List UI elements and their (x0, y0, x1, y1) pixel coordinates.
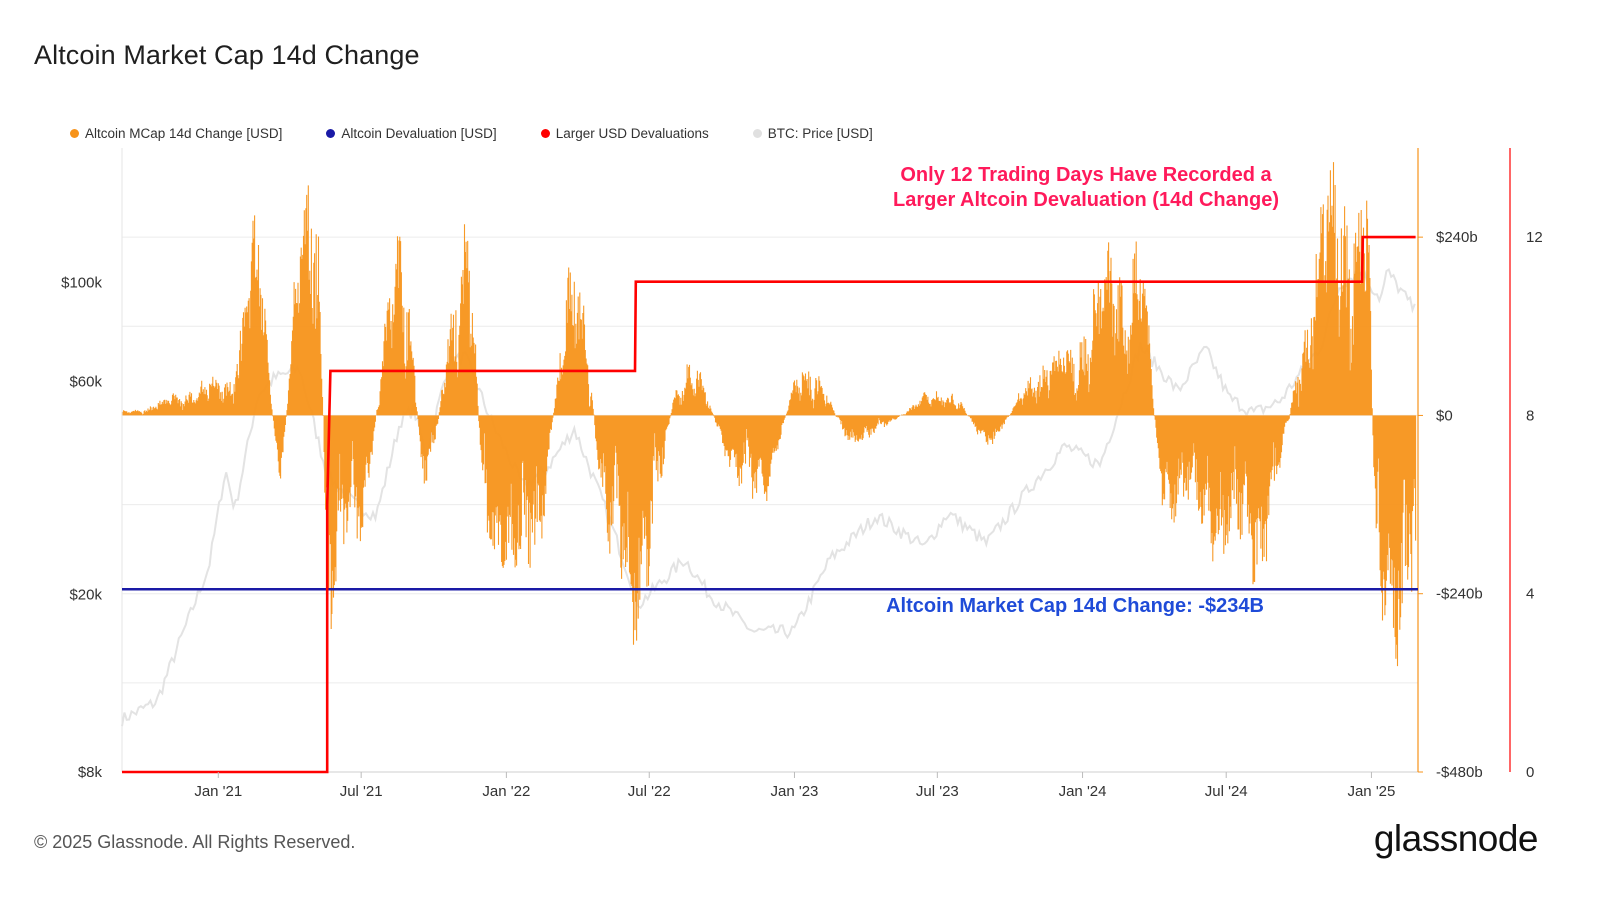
plot-frame (121, 148, 1511, 773)
right-tick-label: $0 (1436, 407, 1453, 424)
right-tick-label: $240b (1436, 229, 1478, 246)
left-tick-label: $100k (61, 274, 102, 291)
legend-dot-red (540, 129, 550, 138)
left-tick-label: $60k (69, 373, 102, 390)
x-tick-label: Jan '25 (1347, 783, 1395, 800)
mcap-change-bars (121, 162, 1417, 667)
copyright-footer: © 2025 Glassnode. All Rights Reserved. (34, 832, 356, 852)
btc-price-line (121, 267, 1416, 727)
x-tick-label: Jul '22 (628, 783, 671, 800)
mcap-change-bars-path (121, 162, 1417, 667)
legend-label: BTC: Price [USD] (767, 126, 873, 141)
axis-ticks: Jan '21 Jul '21 Jan '22 Jul '22 Jan '23 Jul '… (61, 229, 1543, 800)
x-tick-label: Jan '22 (482, 783, 530, 800)
x-tick-label: Jan '21 (194, 783, 242, 800)
x-tick-label: Jul '23 (916, 783, 959, 800)
annotation-red-line-2: Larger Altcoin Devaluation (14d Change) (893, 189, 1279, 211)
legend-dot-orange (70, 129, 79, 138)
annotations: Only 12 Trading Days Have Recorded a Lar… (886, 164, 1279, 617)
btc-price-series (121, 267, 1416, 727)
legend-dot-blue (326, 129, 336, 138)
annotation-blue: Altcoin Market Cap 14d Change: -$234B (886, 595, 1264, 617)
left-tick-label: $20k (69, 586, 102, 603)
x-tick-label: Jul '24 (1205, 783, 1248, 800)
x-tick-label: Jan '23 (771, 783, 819, 800)
legend: Altcoin MCap 14d Change [USD] Altcoin De… (70, 126, 917, 141)
legend-dot-gray (752, 129, 762, 138)
count-tick-label: 4 (1526, 586, 1534, 603)
legend-label: Altcoin MCap 14d Change [USD] (85, 126, 283, 141)
chart-title: Altcoin Market Cap 14d Change (34, 40, 420, 70)
left-tick-label: $8k (78, 764, 103, 781)
x-tick-label: Jul '21 (340, 783, 383, 800)
count-tick-label: 12 (1526, 229, 1543, 246)
glassnode-logo: glassnode (1373, 818, 1539, 859)
right-tick-label: -$480b (1436, 764, 1483, 781)
count-tick-label: 8 (1526, 407, 1534, 424)
legend-item-devaluation[interactable]: Altcoin Devaluation [USD] (326, 126, 497, 141)
legend-item-btc-price[interactable]: BTC: Price [USD] (752, 126, 873, 141)
overlay-lines (122, 235, 1418, 774)
legend-item-mcap-change[interactable]: Altcoin MCap 14d Change [USD] (70, 126, 282, 141)
x-tick-label: Jan '24 (1059, 783, 1107, 800)
legend-item-larger-devaluations[interactable]: Larger USD Devaluations (540, 126, 709, 141)
count-tick-label: 0 (1526, 764, 1534, 781)
larger-devaluations-step-line (122, 235, 1416, 774)
right-tick-label: -$240b (1436, 586, 1483, 603)
annotation-red-line-1: Only 12 Trading Days Have Recorded a (900, 164, 1272, 186)
legend-label: Altcoin Devaluation [USD] (341, 126, 497, 141)
legend-label: Larger USD Devaluations (555, 126, 709, 141)
